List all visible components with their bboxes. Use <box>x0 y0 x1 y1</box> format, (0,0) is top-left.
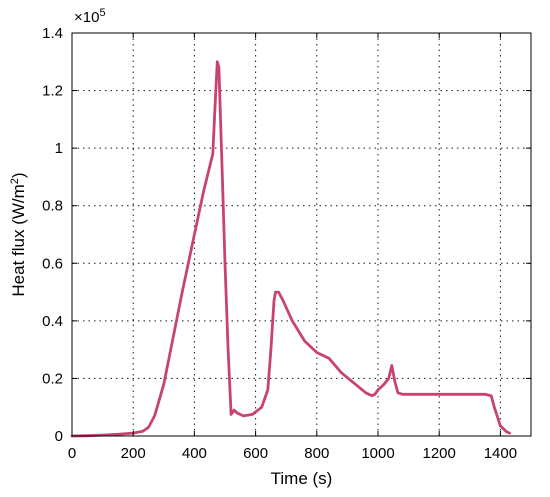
x-tick-label: 0 <box>68 445 76 462</box>
y-axis-label-main: Heat flux (W/m <box>9 184 28 296</box>
x-tick-label: 200 <box>121 445 146 462</box>
plot-frame <box>71 32 532 437</box>
heat-flux-series-line <box>70 60 511 438</box>
y-tick-label: 1.2 <box>42 83 63 100</box>
y-tick-label: 1 <box>55 140 63 157</box>
tick-labels: 0 200 400 600 800 1000 1200 1400 0 0.2 0.4 0.6 0.8 1 1… <box>42 25 517 462</box>
x-tick-label: 1200 <box>423 445 456 462</box>
x-axis-label: Time (s) <box>271 469 333 488</box>
axis-ticks <box>71 32 531 437</box>
x-tick-label: 400 <box>182 445 207 462</box>
y-tick-label: 1.4 <box>42 25 63 42</box>
x-tick-label: 800 <box>304 445 329 462</box>
y-tick-label: 0.8 <box>42 198 63 215</box>
y-tick-label: 0 <box>55 428 63 445</box>
y-axis-multiplier-exponent: 5 <box>99 7 105 19</box>
y-axis-label: Heat flux (W/m2) <box>9 172 28 296</box>
y-axis-multiplier: ×105 <box>74 7 106 26</box>
series-layer <box>70 60 511 438</box>
x-tick-label: 600 <box>243 445 268 462</box>
y-tick-label: 0.2 <box>42 370 63 387</box>
y-axis-multiplier-base: ×10 <box>74 9 99 26</box>
y-tick-label: 0.4 <box>42 313 63 330</box>
grid-lines <box>72 33 531 436</box>
y-axis-label-close: ) <box>9 172 28 178</box>
y-tick-label: 0.6 <box>42 255 63 272</box>
y-axis-label-superscript: 2 <box>9 178 21 184</box>
x-tick-label: 1400 <box>484 445 517 462</box>
x-tick-label: 1000 <box>361 445 394 462</box>
